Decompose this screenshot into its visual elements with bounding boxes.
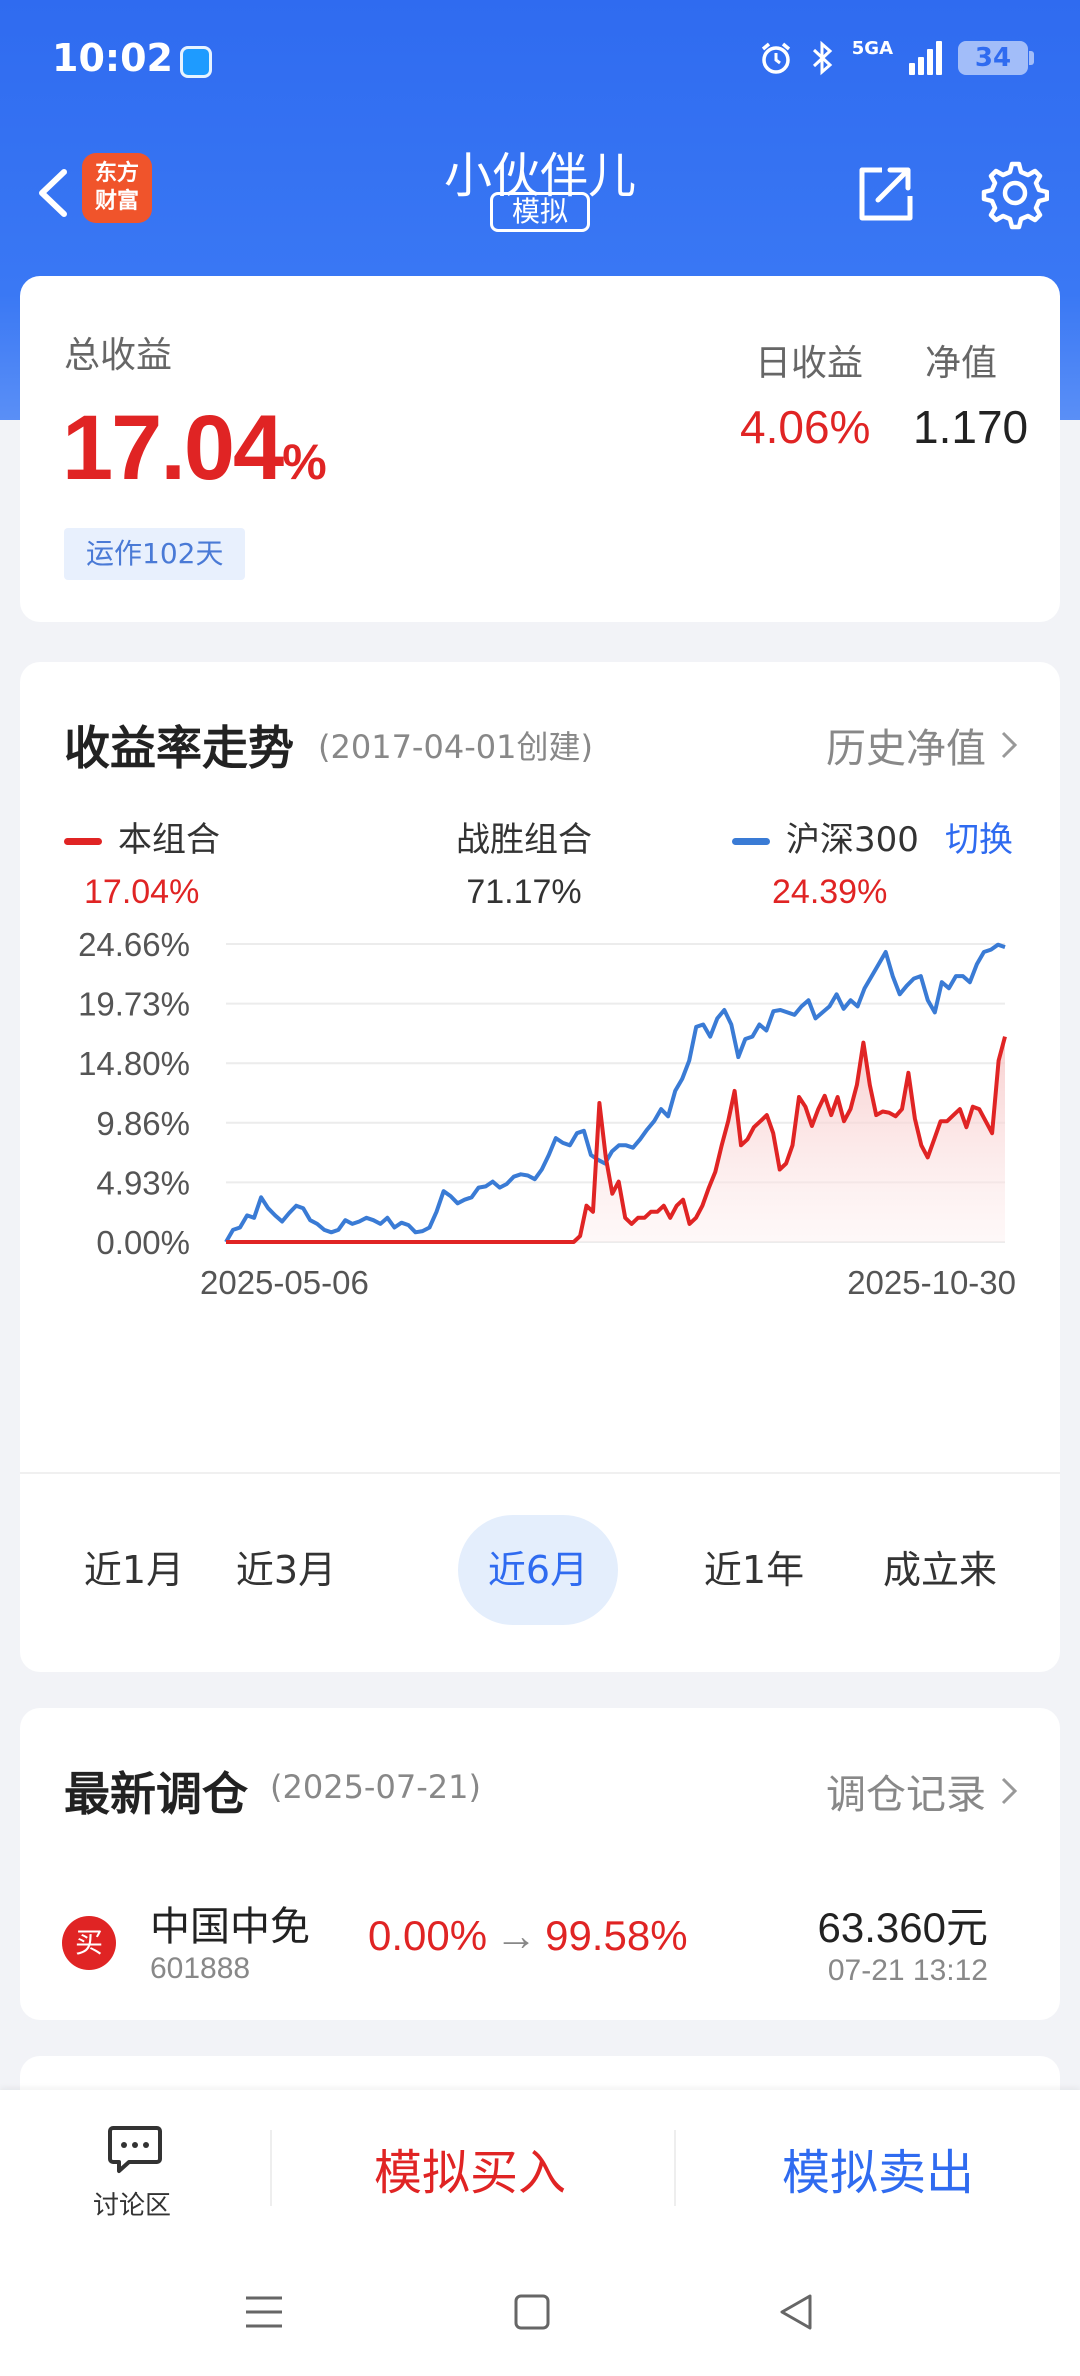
range-3m[interactable]: 近3月: [235, 1548, 337, 1592]
trend-title: 收益率走势: [64, 721, 294, 775]
home-square-icon[interactable]: [512, 2290, 552, 2334]
rebalance-date: (2025-07-21): [270, 1768, 481, 1806]
return-line-chart: 24.66% 19.73% 14.80% 9.86% 4.93% 0.00% 2025-05…: [78, 932, 1016, 1301]
separator: [674, 2130, 676, 2206]
battery-icon: 34: [958, 41, 1034, 75]
total-return-value: 17.04%: [62, 396, 327, 501]
settings-gear-icon[interactable]: [975, 156, 1049, 230]
rebalance-title: 最新调仓: [64, 1767, 248, 1821]
switch-benchmark-button[interactable]: 切换: [945, 820, 1013, 860]
history-nav-label: 历史净值: [826, 726, 986, 772]
back-triangle-icon[interactable]: [776, 2290, 816, 2334]
portfolio-area-fill: [226, 1036, 1005, 1242]
simulation-badge: 模拟: [490, 192, 590, 232]
back-arrow-icon[interactable]: [24, 158, 84, 228]
bottom-action-bar: 讨论区 模拟买入 模拟卖出: [0, 2090, 1080, 2256]
y-tick-label: 14.80%: [78, 1045, 190, 1082]
legend-hs300-swatch: [732, 838, 770, 845]
legend-beat-value: 71.17%: [466, 873, 582, 911]
hs300-series-line: [224, 942, 1006, 1244]
position-change: 0.00% → 99.58%: [368, 1912, 688, 1960]
card-divider: [20, 1472, 1060, 1474]
chevron-right-icon: [1001, 731, 1018, 759]
history-nav-link[interactable]: 历史净值: [826, 716, 1018, 774]
menu-icon[interactable]: [244, 2290, 284, 2334]
discussion-button[interactable]: 讨论区: [90, 2124, 180, 2222]
nav-label: 净值: [925, 343, 998, 384]
time-range-selector: 近1月 近3月 近6月 近1年 成立来: [20, 1515, 1060, 1625]
system-nav-bar: [0, 2256, 1080, 2376]
simulate-buy-button[interactable]: 模拟买入: [373, 2145, 566, 2201]
range-1y[interactable]: 近1年: [703, 1548, 805, 1592]
y-tick-label: 9.86%: [96, 1105, 190, 1142]
total-return-unit: %: [282, 434, 326, 490]
legend-portfolio: 本组合 17.04%: [64, 812, 220, 912]
share-icon[interactable]: [850, 158, 920, 228]
range-1m[interactable]: 近1月: [83, 1548, 185, 1592]
latest-rebalance-card: 最新调仓 (2025-07-21) 调仓记录 买 中国中免 601888 0.0…: [20, 1708, 1060, 2020]
bluetooth-icon: [812, 40, 832, 76]
daily-return-label: 日收益: [755, 343, 864, 384]
chevron-right-icon: [1001, 1777, 1018, 1805]
range-since-inception[interactable]: 成立来: [882, 1548, 997, 1592]
legend-beat-name: 战胜组合: [456, 820, 592, 860]
buy-badge: 买: [62, 1916, 116, 1970]
legend-hs300: 沪深300 24.39%: [732, 812, 919, 912]
status-time: 10:02: [52, 36, 173, 80]
y-tick-label: 0.00%: [96, 1224, 190, 1261]
total-return-number: 17.04: [62, 397, 284, 499]
portfolio-series-line: [226, 1036, 1007, 1244]
y-tick-label: 4.93%: [96, 1164, 190, 1201]
chat-bubble-icon: [108, 2126, 162, 2173]
legend-hs300-name: 沪深300: [786, 820, 919, 860]
logo-text: 东方财富: [94, 161, 139, 214]
signal-icon: [909, 41, 942, 75]
nav-value: 1.170: [913, 401, 1029, 453]
battery-level: 34: [974, 43, 1012, 73]
stock-code: 601888: [150, 1952, 251, 1985]
eastmoney-logo: 东方财富: [82, 153, 152, 223]
simulate-sell-button[interactable]: 模拟卖出: [781, 2145, 974, 2201]
legend-portfolio-name: 本组合: [118, 820, 220, 860]
separator: [270, 2130, 272, 2206]
status-bar: 10:02 5GA 34: [0, 0, 1080, 128]
running-days-badge: 运作102天: [64, 528, 246, 580]
stock-name[interactable]: 中国中免: [150, 1904, 310, 1950]
position-from: 0.00%: [368, 1912, 488, 1959]
discussion-label: 讨论区: [92, 2191, 171, 2221]
y-tick-label: 24.66%: [78, 932, 190, 963]
rebalance-records-link[interactable]: 调仓记录: [826, 1762, 1018, 1820]
x-tick-label: 2025-05-06: [200, 1264, 369, 1301]
total-return-label: 总收益: [64, 335, 173, 376]
return-trend-card: 收益率走势 (2017-04-01创建) 历史净值 本组合 17.04% 战胜组…: [20, 662, 1060, 1672]
x-tick-label: 2025-10-30: [847, 1264, 1016, 1301]
legend-hs300-value: 24.39%: [772, 873, 888, 911]
range-6m[interactable]: 近6月: [458, 1515, 618, 1625]
legend-portfolio-value: 17.04%: [84, 873, 200, 911]
alarm-icon: [761, 42, 790, 74]
arrow-right-icon: →: [495, 1912, 538, 1959]
rebalance-records-label: 调仓记录: [826, 1772, 986, 1818]
network-label: 5GA: [851, 37, 893, 59]
legend-beat-ratio: 战胜组合 71.17%: [456, 812, 592, 912]
status-icons: 5GA 34: [758, 37, 1034, 76]
position-to: 99.58%: [545, 1912, 688, 1959]
created-date: (2017-04-01创建): [318, 728, 593, 766]
summary-card: 总收益 17.04% 运作102天 日收益 净值 4.06% 1.170: [20, 276, 1060, 622]
notification-app-icon: [180, 46, 212, 78]
daily-return-value: 4.06%: [740, 401, 871, 453]
y-tick-label: 19.73%: [78, 986, 190, 1023]
trade-time: 07-21 13:12: [827, 1954, 988, 1987]
legend-portfolio-swatch: [64, 838, 102, 845]
trade-price: 63.360元: [817, 1904, 988, 1951]
nav-bar: 东方财富 小伙伴儿 模拟: [0, 128, 1080, 258]
